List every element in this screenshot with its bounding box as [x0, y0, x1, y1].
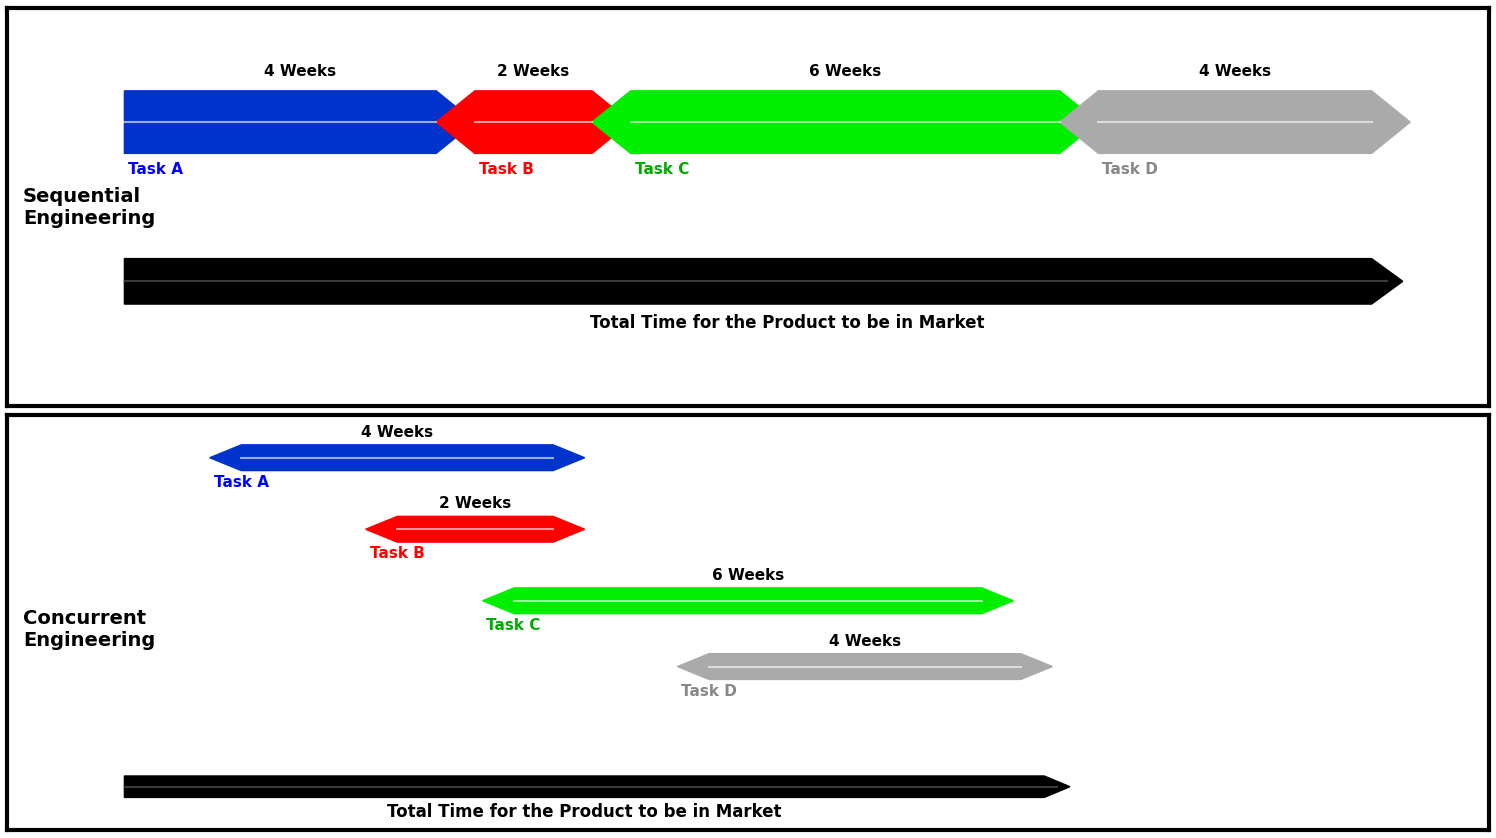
Text: Total Time for the Product to be in Market: Total Time for the Product to be in Mark… [589, 314, 984, 333]
Text: Total Time for the Product to be in Market: Total Time for the Product to be in Mark… [387, 803, 781, 821]
Text: Task A: Task A [129, 162, 184, 177]
Text: 4 Weeks: 4 Weeks [263, 65, 335, 80]
Text: Task B: Task B [370, 546, 425, 561]
Text: Task D: Task D [681, 684, 738, 699]
Text: 2 Weeks: 2 Weeks [438, 496, 512, 511]
Text: Task D: Task D [1103, 162, 1158, 177]
Polygon shape [483, 588, 1013, 613]
Polygon shape [1059, 91, 1411, 153]
Text: Task C: Task C [634, 162, 690, 177]
Polygon shape [209, 445, 585, 471]
Text: 4 Weeks: 4 Weeks [1198, 65, 1272, 80]
Text: Sequential
Engineering: Sequential Engineering [22, 187, 156, 228]
Polygon shape [678, 654, 1052, 680]
Polygon shape [124, 776, 1070, 798]
Text: 6 Weeks: 6 Weeks [809, 65, 881, 80]
Text: Task C: Task C [486, 618, 542, 633]
Polygon shape [437, 91, 631, 153]
Polygon shape [124, 259, 1403, 304]
Text: Task B: Task B [479, 162, 534, 177]
Text: 2 Weeks: 2 Weeks [497, 65, 570, 80]
Text: Task A: Task A [214, 475, 269, 490]
Text: Concurrent
Engineering: Concurrent Engineering [22, 609, 156, 649]
Text: 4 Weeks: 4 Weeks [361, 425, 434, 440]
Text: 4 Weeks: 4 Weeks [829, 634, 901, 649]
Polygon shape [592, 91, 1098, 153]
Text: 6 Weeks: 6 Weeks [712, 567, 784, 582]
Polygon shape [124, 91, 474, 153]
Polygon shape [365, 516, 585, 542]
